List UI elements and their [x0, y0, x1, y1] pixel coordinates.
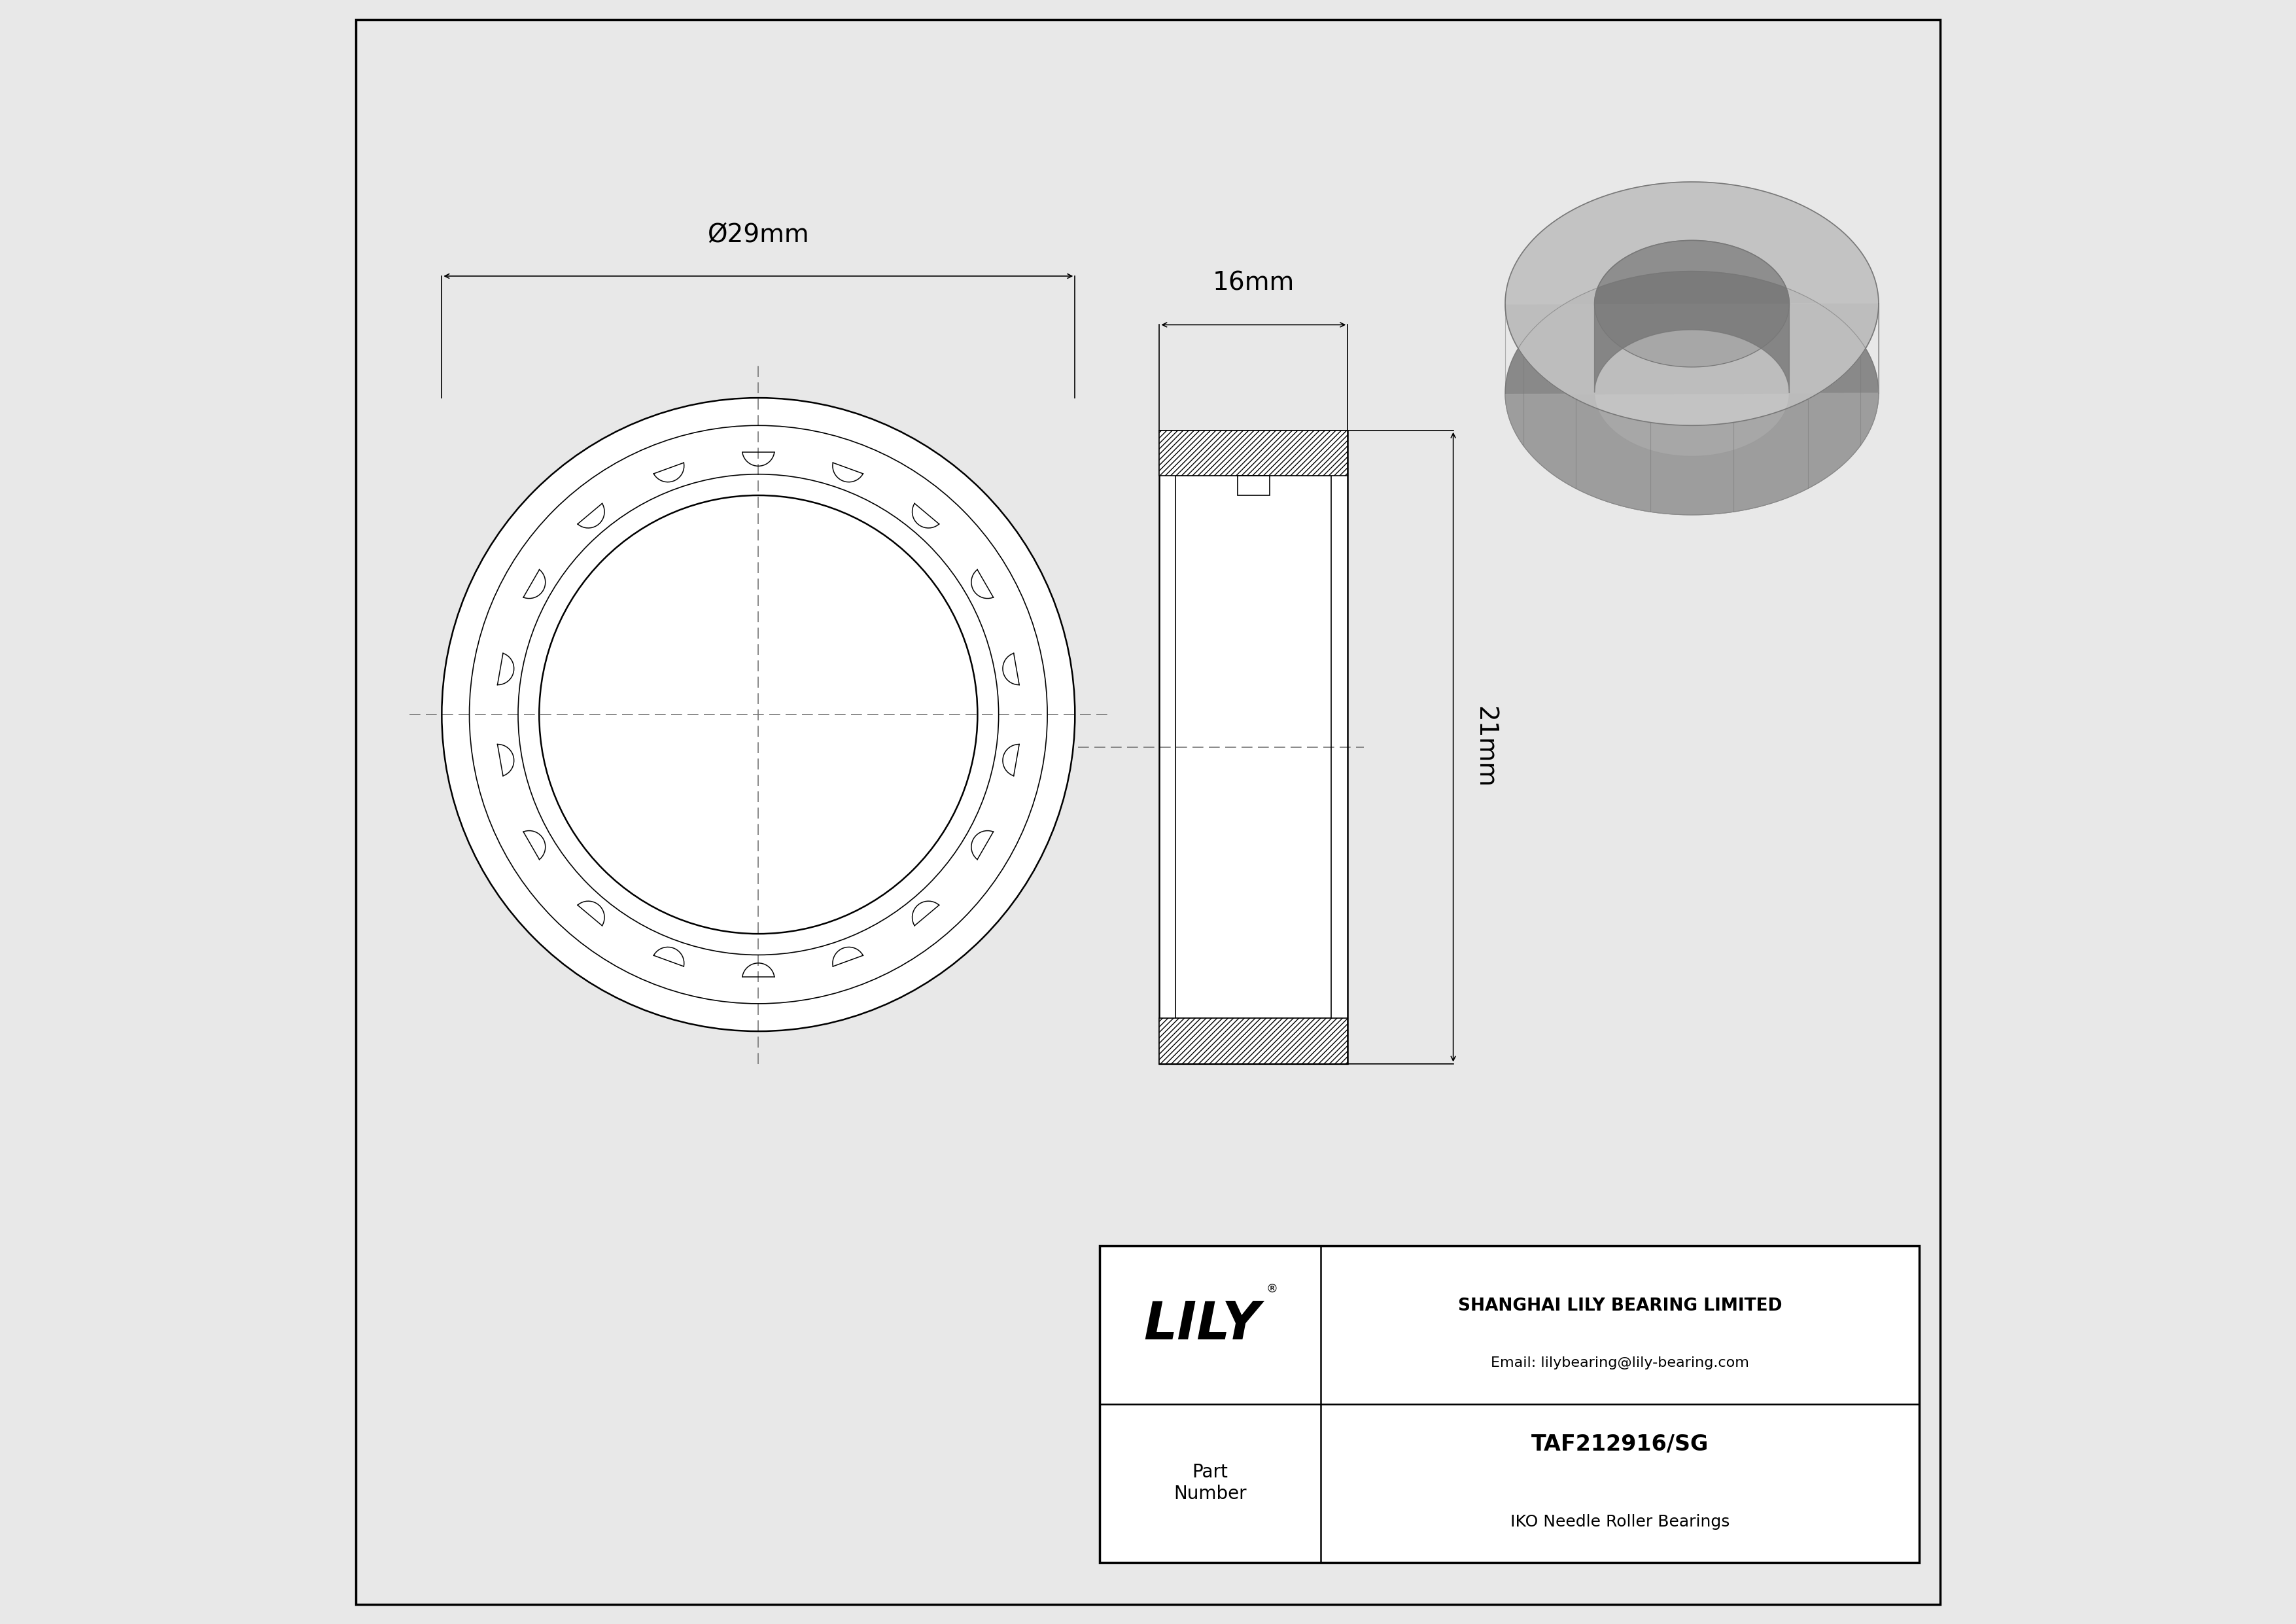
Text: Email: lilybearing@lily-bearing.com: Email: lilybearing@lily-bearing.com: [1490, 1356, 1750, 1369]
Bar: [1238, 476, 1270, 495]
Text: TAF212916/SG: TAF212916/SG: [1531, 1434, 1708, 1455]
Bar: [1159, 430, 1348, 1064]
Polygon shape: [1506, 182, 1878, 425]
Bar: [1159, 430, 1348, 1064]
Polygon shape: [1506, 304, 1878, 515]
Bar: [1159, 1018, 1348, 1064]
Text: Ø29mm: Ø29mm: [707, 222, 808, 247]
Polygon shape: [1506, 271, 1878, 515]
Text: Part
Number: Part Number: [1173, 1463, 1247, 1502]
Text: 16mm: 16mm: [1212, 271, 1295, 296]
Text: SHANGHAI LILY BEARING LIMITED: SHANGHAI LILY BEARING LIMITED: [1458, 1298, 1782, 1314]
Bar: [1176, 476, 1332, 1018]
Polygon shape: [1593, 240, 1789, 393]
Bar: [1159, 430, 1348, 476]
Text: IKO Needle Roller Bearings: IKO Needle Roller Bearings: [1511, 1514, 1729, 1530]
Circle shape: [441, 398, 1075, 1031]
Text: 21mm: 21mm: [1472, 706, 1497, 788]
Bar: [1100, 1246, 1919, 1562]
Text: LILY: LILY: [1143, 1299, 1261, 1350]
Text: ®: ®: [1265, 1283, 1277, 1294]
